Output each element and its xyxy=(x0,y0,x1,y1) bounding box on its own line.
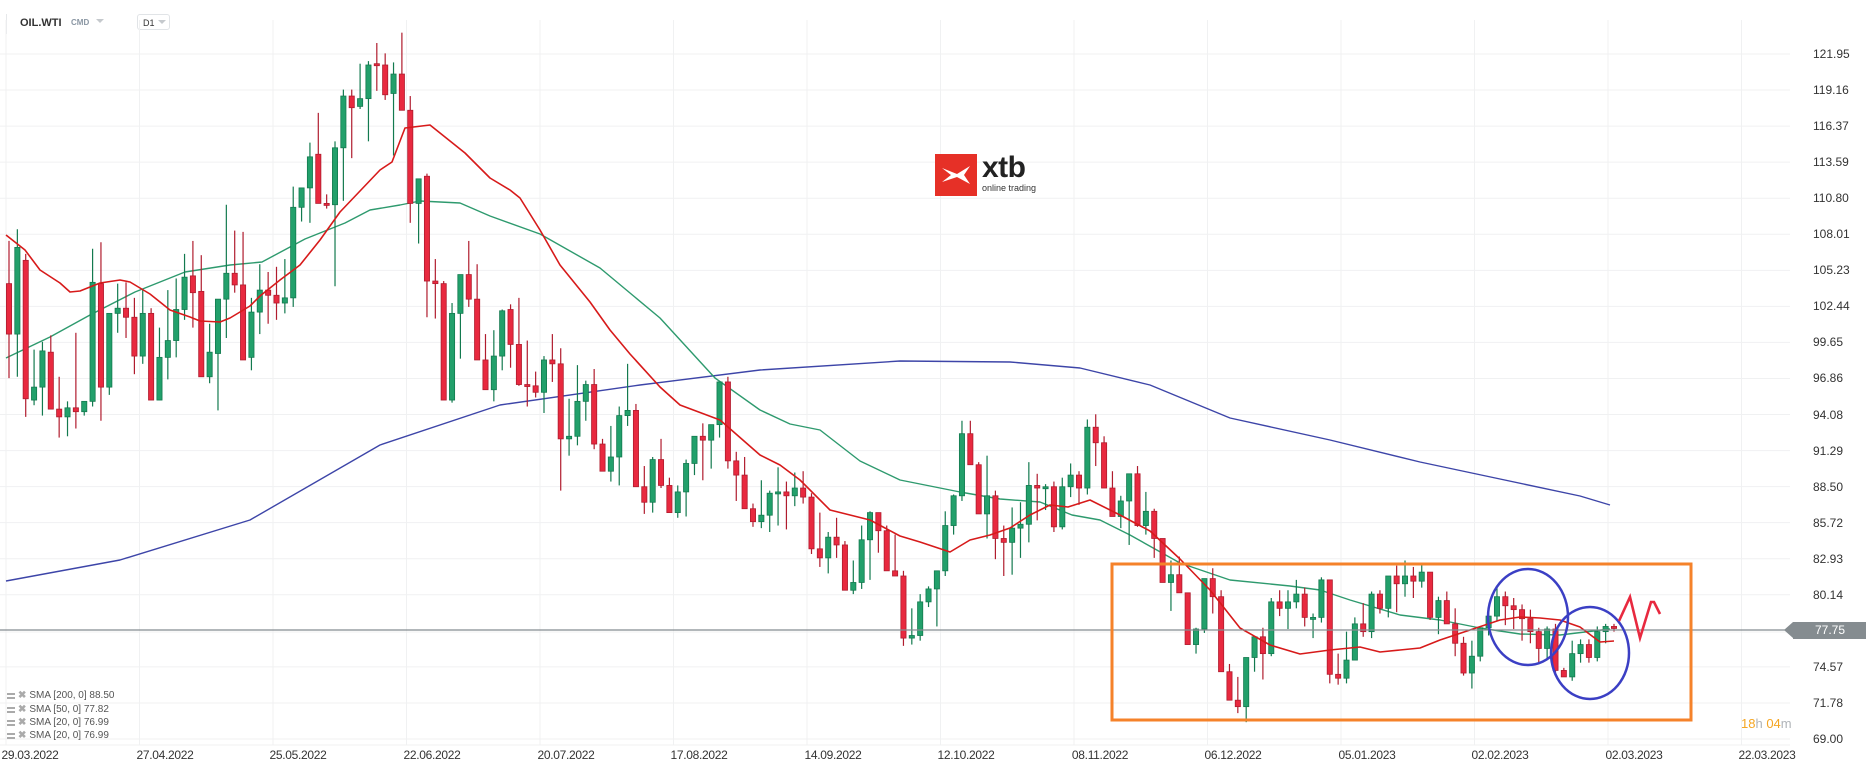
price-axis-label: 105.23 xyxy=(1813,263,1850,278)
timeframe-chevron-down-icon xyxy=(158,20,166,24)
time-axis-label: 27.04.2022 xyxy=(136,748,194,762)
price-axis-label: 91.29 xyxy=(1813,443,1844,458)
price-axis-label: 102.44 xyxy=(1813,299,1850,314)
close-icon[interactable]: ✖ xyxy=(18,730,27,741)
close-icon[interactable]: ✖ xyxy=(18,704,27,715)
settings-icon[interactable] xyxy=(7,719,15,726)
price-axis-label: 69.00 xyxy=(1813,732,1844,746)
symbol-name[interactable]: OIL.WTI xyxy=(20,17,62,29)
annotation-circle-1 xyxy=(1486,567,1570,667)
settings-icon[interactable] xyxy=(7,706,15,713)
time-axis-label: 12.10.2022 xyxy=(937,748,995,762)
legend-sma-200[interactable]: ✖ SMA [200, 0] 88.50 xyxy=(7,690,114,701)
price-axis-label: 119.16 xyxy=(1813,83,1849,98)
symbol-type: CMD xyxy=(71,18,90,27)
xtb-logo: xtb online trading xyxy=(935,153,1036,196)
price-axis-label: 116.37 xyxy=(1813,119,1849,134)
symbol-chevron-down-icon[interactable] xyxy=(96,19,104,23)
time-axis-label: 17.08.2022 xyxy=(670,748,728,762)
time-axis-label: 22.06.2022 xyxy=(403,748,461,762)
close-icon[interactable]: ✖ xyxy=(18,717,27,728)
price-axis-label: 82.93 xyxy=(1813,551,1844,566)
price-axis-label: 96.86 xyxy=(1813,371,1844,386)
xtb-logo-mark-icon xyxy=(935,154,977,196)
price-axis-label: 121.95 xyxy=(1813,47,1850,61)
price-axis-label: 99.65 xyxy=(1813,335,1844,350)
time-axis-label: 02.02.2023 xyxy=(1471,748,1529,762)
time-axis-label: 29.03.2022 xyxy=(1,748,59,762)
settings-icon[interactable] xyxy=(7,732,15,739)
price-axis-label: 74.57 xyxy=(1813,659,1844,674)
legend-sma-20b[interactable]: ✖ SMA [20, 0] 76.99 xyxy=(7,730,109,741)
time-axis-label: 05.01.2023 xyxy=(1338,748,1396,762)
timeframe-value: D1 xyxy=(143,18,155,28)
time-axis-label: 14.09.2022 xyxy=(804,748,862,762)
sma-50-line xyxy=(5,200,1611,636)
annotation-range-box xyxy=(1110,562,1693,722)
price-axis-label: 85.72 xyxy=(1813,515,1844,530)
time-axis-label: 08.11.2022 xyxy=(1071,748,1129,762)
price-axis-label: 110.80 xyxy=(1813,191,1849,206)
price-axis-label: 80.14 xyxy=(1813,587,1844,602)
close-icon[interactable]: ✖ xyxy=(18,690,27,701)
legend-sma-50[interactable]: ✖ SMA [50, 0] 77.82 xyxy=(7,704,109,715)
chart-toolbar: OIL.WTI CMD D1 xyxy=(0,0,1866,40)
time-axis-label: 02.03.2023 xyxy=(1605,748,1663,762)
time-axis-label: 06.12.2022 xyxy=(1204,748,1262,762)
price-axis-label: 113.59 xyxy=(1813,155,1849,170)
sma-200-line xyxy=(5,360,1611,582)
legend-sma-20[interactable]: ✖ SMA [20, 0] 76.99 xyxy=(7,717,109,728)
annotation-zigzag xyxy=(1617,593,1662,643)
price-axis-label: 108.01 xyxy=(1813,227,1850,242)
annotation-circle-2 xyxy=(1549,605,1631,701)
settings-icon[interactable] xyxy=(7,692,15,699)
current-price-tag: 77.75 xyxy=(1784,622,1866,639)
time-axis-label: 22.03.2023 xyxy=(1738,748,1796,762)
candle-countdown: 18h 04m xyxy=(1741,716,1792,731)
timeframe-select[interactable]: D1 xyxy=(137,14,170,30)
candlesticks xyxy=(6,32,1617,723)
grid-lines xyxy=(0,20,1790,746)
price-axis-label: 88.50 xyxy=(1813,479,1844,494)
price-axis-label: 71.78 xyxy=(1813,695,1844,710)
time-axis-label: 20.07.2022 xyxy=(537,748,595,762)
sma-20-line xyxy=(5,124,1615,655)
price-axis-label: 94.08 xyxy=(1813,407,1844,422)
time-axis-label: 25.05.2022 xyxy=(269,748,327,762)
